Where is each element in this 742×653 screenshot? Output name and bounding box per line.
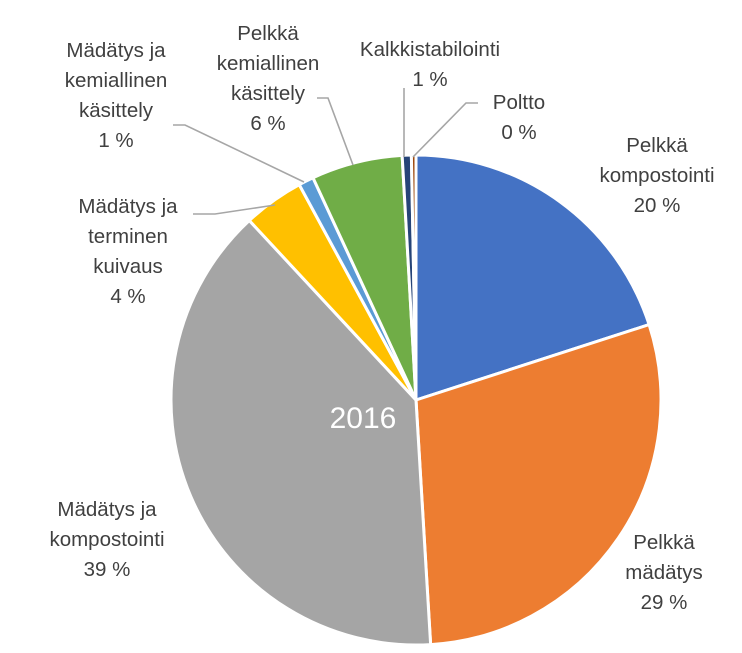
slice-label-8: Poltto 0 % — [493, 91, 545, 144]
slice-label-3: Mädätys ja kompostointi 39 % — [49, 498, 164, 581]
slice-name-line: kuivaus — [93, 255, 163, 278]
slice-value-label: 1 % — [412, 68, 447, 91]
pie-slice-3 — [169, 218, 433, 647]
slice-value-label: 6 % — [250, 112, 285, 135]
slice-name-line: kompostointi — [599, 164, 714, 187]
slice-name-line: Pelkkä — [633, 531, 695, 554]
slice-value-label: 20 % — [634, 194, 681, 217]
slice-name-line: käsittely — [79, 99, 154, 122]
slice-name-line: Mädätys ja — [66, 39, 166, 62]
slice-name-line: Pelkkä — [237, 22, 299, 45]
slice-name-line: mädätys — [625, 561, 702, 584]
slice-labels: Pelkkä kompostointi 20 % Pelkkä mädätys 29 % M… — [49, 22, 714, 614]
slice-name-line: käsittely — [231, 82, 306, 105]
slice-label-7: Kalkkistabilointi 1 % — [360, 38, 500, 91]
slice-label-4: Mädätys ja terminen kuivaus 4 % — [78, 195, 178, 308]
slice-label-5: Mädätys ja kemiallinen käsittely 1 % — [65, 39, 168, 152]
slice-value-label: 39 % — [84, 558, 131, 581]
leader-line-5 — [173, 124, 305, 183]
center-label: 2016 — [330, 402, 397, 435]
slice-name-line: Mädätys ja — [78, 195, 178, 218]
leader-lines — [173, 88, 478, 215]
slice-name-line: Poltto — [493, 91, 545, 114]
leader-line-6 — [317, 97, 354, 166]
slice-label-6: Pelkkä kemiallinen käsittely 6 % — [217, 22, 320, 135]
pie-slice-2 — [414, 322, 663, 647]
pie-slices — [169, 153, 663, 647]
slice-label-2: Pelkkä mädätys 29 % — [625, 531, 702, 614]
slice-name-line: kemiallinen — [65, 69, 168, 92]
slice-value-label: 0 % — [501, 121, 536, 144]
slice-label-1: Pelkkä kompostointi 20 % — [599, 134, 714, 217]
leader-line-8 — [412, 102, 478, 158]
slice-name-line: terminen — [88, 225, 168, 248]
slice-name-line: Pelkkä — [626, 134, 688, 157]
slice-name-line: Kalkkistabilointi — [360, 38, 500, 61]
slice-value-label: 29 % — [641, 591, 688, 614]
slice-name-line: Mädätys ja — [57, 498, 157, 521]
slice-name-line: kemiallinen — [217, 52, 320, 75]
pie-slice-1 — [414, 153, 651, 403]
slice-value-label: 1 % — [98, 129, 133, 152]
slice-value-label: 4 % — [110, 285, 145, 308]
slice-name-line: kompostointi — [49, 528, 164, 551]
leader-line-4 — [193, 204, 276, 215]
